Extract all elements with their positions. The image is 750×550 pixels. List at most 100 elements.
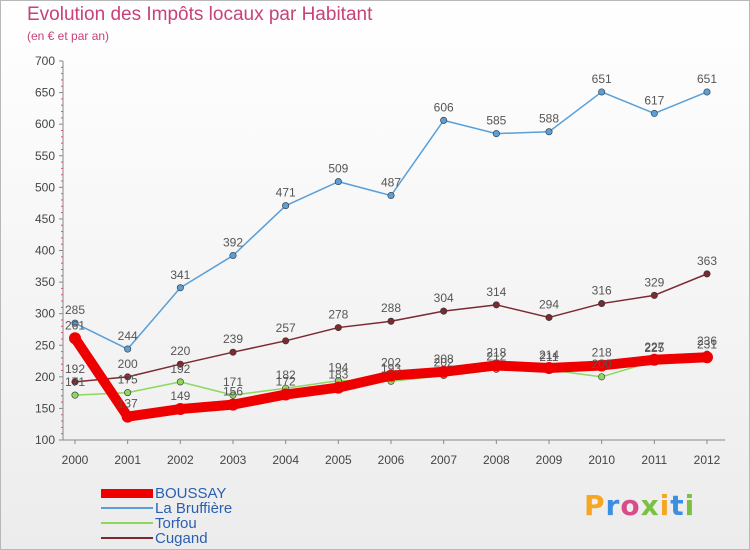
data-label-cugand: 363 <box>697 254 717 268</box>
proxiti-logo: Proxiti <box>584 489 695 522</box>
data-label-la-bruffiere: 588 <box>539 112 559 126</box>
data-label-la-bruffiere: 585 <box>486 114 506 128</box>
data-point-la-bruffiere <box>440 116 448 124</box>
y-tick-label: 250 <box>35 338 55 352</box>
data-point-cugand <box>492 301 500 309</box>
data-label-cugand: 316 <box>592 284 612 298</box>
data-point-boussay <box>595 359 608 372</box>
y-tick-label: 300 <box>35 307 55 321</box>
data-label-la-bruffiere: 651 <box>697 72 717 86</box>
y-tick-label: 350 <box>35 275 55 289</box>
x-tick-label: 2002 <box>167 453 194 467</box>
data-point-cugand <box>650 291 658 299</box>
x-tick-label: 2008 <box>483 453 510 467</box>
x-tick-label: 2001 <box>114 453 141 467</box>
data-point-la-bruffiere <box>598 88 606 96</box>
data-label-cugand: 294 <box>539 297 559 311</box>
series-layer <box>69 88 713 423</box>
data-label-la-bruffiere: 617 <box>644 93 664 107</box>
data-point-cugand <box>387 317 395 325</box>
data-label-la-bruffiere: 487 <box>381 176 401 190</box>
data-label-torfou: 194 <box>328 361 348 375</box>
data-label-torfou: 236 <box>697 334 717 348</box>
data-point-la-bruffiere <box>282 202 290 210</box>
data-label-boussay: 231 <box>697 337 717 351</box>
logo-letter: x <box>640 489 660 522</box>
data-point-la-bruffiere <box>176 284 184 292</box>
data-label-torfou: 212 <box>486 349 506 363</box>
data-point-la-bruffiere <box>703 88 711 96</box>
data-label-torfou: 202 <box>434 356 454 370</box>
data-point-boussay <box>701 351 713 364</box>
data-point-torfou <box>598 373 606 381</box>
data-point-torfou <box>176 378 184 386</box>
data-label-torfou: 182 <box>276 368 296 382</box>
legend-swatch <box>101 507 153 509</box>
data-label-cugand: 278 <box>328 308 348 322</box>
data-label-boussay: 218 <box>486 345 506 359</box>
x-tick-label: 2000 <box>62 453 89 467</box>
legend-swatch <box>101 537 153 539</box>
data-label-torfou: 211 <box>539 350 558 364</box>
legend-swatch <box>101 522 153 524</box>
data-point-cugand <box>598 300 606 308</box>
data-point-boussay <box>174 403 187 416</box>
data-label-cugand: 220 <box>170 344 190 358</box>
data-point-cugand <box>440 307 448 315</box>
data-point-cugand <box>545 313 553 321</box>
data-point-la-bruffiere <box>334 178 342 186</box>
data-label-boussay: 137 <box>118 397 138 411</box>
logo-letter: P <box>584 489 606 522</box>
data-label-boussay: 208 <box>434 352 454 366</box>
legend-label: Cugand <box>155 530 208 547</box>
data-point-boussay <box>437 365 450 378</box>
data-point-cugand <box>282 337 290 345</box>
data-label-la-bruffiere: 606 <box>434 100 454 114</box>
data-point-la-bruffiere <box>71 319 79 327</box>
data-point-la-bruffiere <box>650 109 658 117</box>
x-tick-label: 2009 <box>536 453 563 467</box>
data-point-la-bruffiere <box>387 192 395 200</box>
data-label-cugand: 192 <box>65 362 85 376</box>
data-point-boussay <box>332 381 345 394</box>
data-point-boussay <box>227 398 239 411</box>
data-label-boussay: 202 <box>381 356 401 370</box>
data-point-boussay <box>543 361 555 374</box>
data-label-cugand: 288 <box>381 301 401 315</box>
data-label-cugand: 257 <box>276 321 296 335</box>
x-tick-label: 2005 <box>325 453 352 467</box>
data-point-boussay <box>490 359 503 372</box>
y-tick-label: 100 <box>35 433 55 447</box>
logo-letter: t <box>670 489 685 522</box>
x-tick-label: 2007 <box>430 453 457 467</box>
data-label-boussay: 218 <box>592 345 612 359</box>
x-tick-label: 2012 <box>694 453 721 467</box>
y-tick-label: 700 <box>35 54 55 68</box>
y-tick-label: 150 <box>35 401 55 415</box>
legend-label: BOUSSAY <box>155 485 227 502</box>
data-point-la-bruffiere <box>545 128 553 136</box>
data-label-la-bruffiere: 341 <box>170 268 190 282</box>
x-tick-label: 2004 <box>272 453 299 467</box>
data-label-torfou: 225 <box>644 341 664 355</box>
y-tick-label: 500 <box>35 180 55 194</box>
data-label-boussay: 227 <box>644 340 664 354</box>
data-label-cugand: 200 <box>118 357 138 371</box>
data-label-la-bruffiere: 651 <box>592 72 612 86</box>
data-label-torfou: 192 <box>170 362 190 376</box>
data-label-cugand: 304 <box>434 291 454 305</box>
data-label-la-bruffiere: 509 <box>328 162 348 176</box>
logo-letter: i <box>684 489 696 522</box>
data-label-cugand: 239 <box>223 332 243 346</box>
data-point-boussay <box>69 332 81 345</box>
data-point-cugand <box>229 348 237 356</box>
y-tick-label: 400 <box>35 244 55 258</box>
x-tick-label: 2010 <box>588 453 615 467</box>
data-point-la-bruffiere <box>124 345 132 353</box>
data-point-boussay <box>648 353 661 366</box>
y-tick-label: 650 <box>35 86 55 100</box>
data-point-cugand <box>71 378 79 386</box>
legend-label: Torfou <box>155 515 197 532</box>
